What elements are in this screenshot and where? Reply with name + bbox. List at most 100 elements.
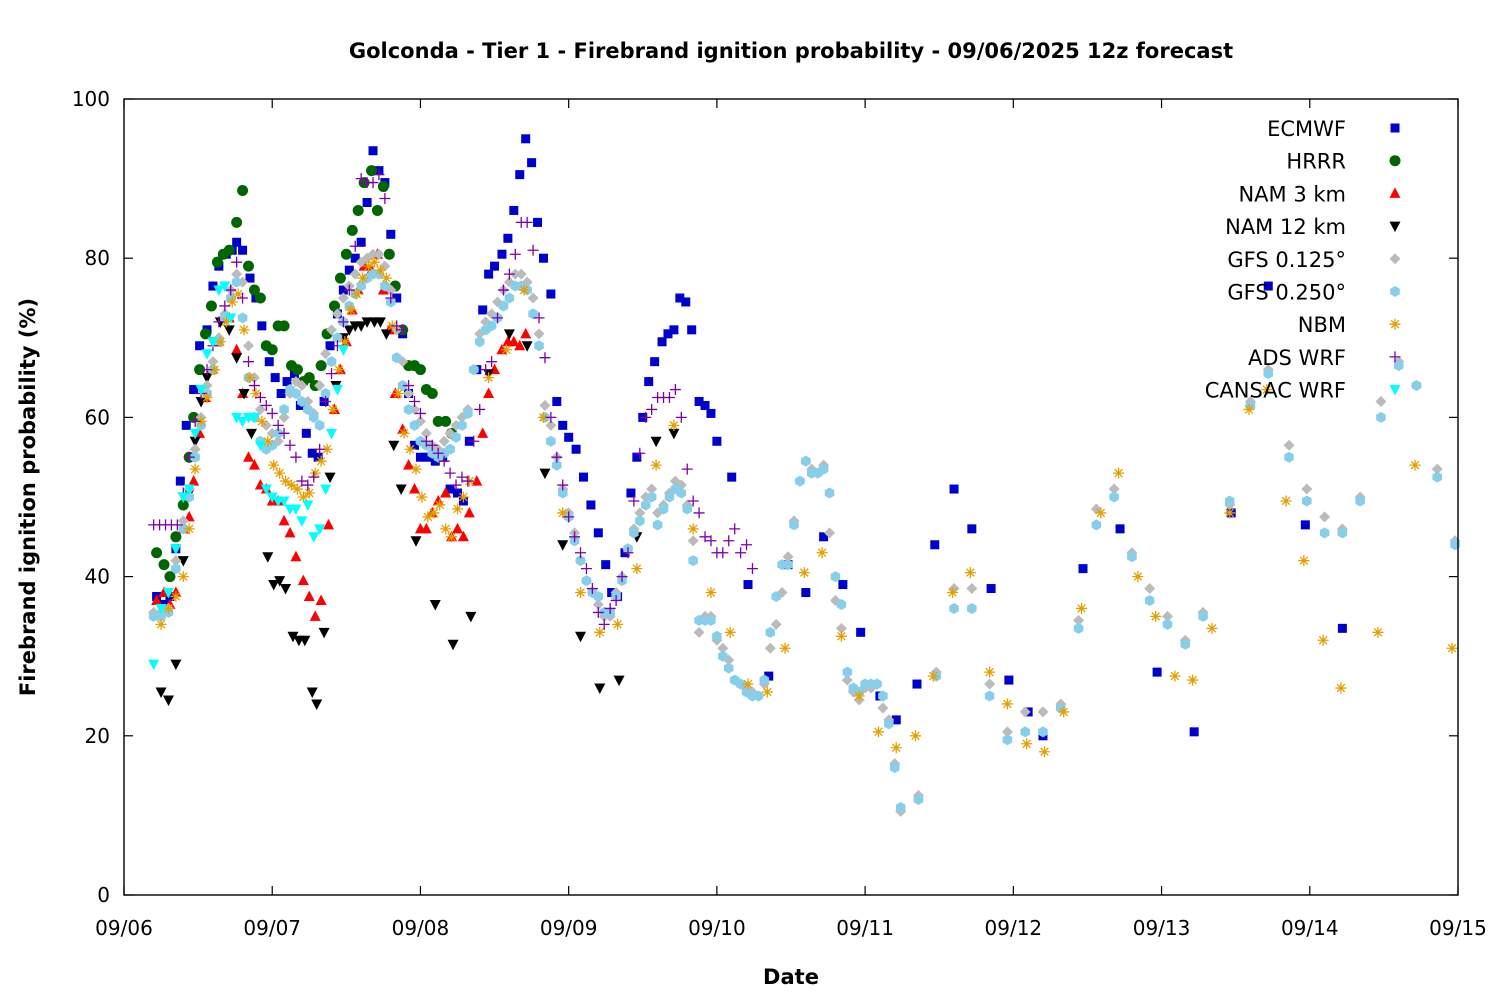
data-point-nbm [452, 503, 463, 515]
x-tick-label: 09/13 [1133, 916, 1191, 940]
data-point-gfs-0-250 [457, 419, 467, 431]
data-point-ecmwf [415, 452, 425, 462]
data-point-hrrr [254, 292, 266, 304]
data-point-ads-wrf [278, 427, 290, 439]
data-point-gfs-0-125 [254, 403, 266, 415]
data-point-gfs-0-125 [1375, 395, 1387, 407]
data-point-gfs-0-250 [409, 419, 420, 431]
data-point-ecmwf [175, 476, 185, 486]
data-point-gfs-0-250 [723, 662, 734, 674]
data-point-gfs-0-125 [1301, 483, 1313, 495]
data-point-nam-3-km [477, 427, 489, 438]
data-point-hrrr [440, 415, 452, 427]
plot-frame [123, 98, 1459, 896]
data-point-ecmwf [490, 261, 500, 271]
data-point-gfs-0-250 [391, 352, 402, 364]
data-point-gfs-0-125 [770, 618, 782, 630]
data-point-nbm [380, 272, 392, 284]
data-point-gfs-0-250 [884, 718, 894, 730]
data-point-nam-3-km [278, 514, 290, 526]
data-point-nam-12-km [447, 639, 459, 651]
data-point-ads-wrf [183, 451, 195, 463]
data-point-ecmwf [1300, 520, 1310, 530]
data-point-gfs-0-125 [1001, 726, 1013, 738]
data-point-ecmwf [626, 488, 636, 498]
data-point-hrrr [223, 244, 235, 256]
data-point-gfs-0-250 [1198, 610, 1208, 622]
data-point-ecmwf [521, 134, 531, 144]
data-point-nam-3-km [151, 594, 163, 605]
data-point-hrrr [266, 344, 278, 356]
data-point-ecmwf [632, 452, 642, 462]
data-point-gfs-0-250 [581, 575, 592, 587]
data-point-gfs-0-250 [706, 614, 716, 626]
data-point-ads-wrf [231, 256, 243, 268]
data-point-ecmwf [313, 452, 323, 462]
data-point-gfs-0-250 [789, 519, 799, 531]
data-point-ads-wrf [373, 169, 385, 181]
data-point-ecmwf [801, 588, 811, 598]
data-point-ads-wrf [675, 411, 687, 423]
data-point-ecmwf [445, 484, 455, 494]
data-point-cansac-wrf [290, 504, 302, 515]
data-point-gfs-0-125 [824, 527, 836, 539]
data-point-ads-wrf [735, 547, 747, 559]
data-point-ecmwf [1337, 623, 1347, 633]
data-point-ads-wrf [450, 479, 462, 491]
data-point-gfs-0-125 [841, 674, 853, 686]
data-point-nbm [404, 443, 416, 455]
data-point-ads-wrf [320, 395, 332, 407]
x-axis-label: Date [763, 965, 819, 989]
legend-label: NAM 3 km [1238, 182, 1346, 206]
data-point-nbm [483, 372, 495, 384]
data-point-nam-3-km [471, 475, 483, 486]
legend-label: ECMWF [1267, 117, 1346, 141]
legend-marker [1389, 318, 1401, 330]
data-point-ecmwf [1189, 727, 1199, 737]
data-point-hrrr [303, 372, 315, 384]
data-point-gfs-0-250 [463, 407, 473, 419]
data-point-ads-wrf [326, 368, 338, 380]
data-point-ads-wrf [699, 531, 711, 543]
data-point-ecmwf [264, 357, 274, 367]
data-point-nbm [357, 272, 369, 284]
data-point-ads-wrf [628, 495, 640, 507]
y-tick-label: 40 [85, 565, 110, 589]
data-point-nbm [268, 459, 280, 471]
data-point-nam-12-km [465, 611, 477, 623]
data-point-gfs-0-250 [652, 519, 663, 531]
data-point-gfs-0-250 [949, 602, 959, 614]
data-point-hrrr [278, 320, 290, 332]
data-point-gfs-0-125 [438, 435, 450, 447]
data-point-nbm [927, 670, 939, 682]
data-point-gfs-0-250 [593, 591, 604, 602]
data-point-cansac-wrf [195, 385, 207, 396]
data-point-cansac-wrf [308, 532, 320, 543]
data-point-nbm [195, 415, 207, 427]
data-point-ads-wrf [349, 240, 361, 252]
plot-marks [148, 134, 1461, 817]
data-point-gfs-0-125 [320, 348, 332, 360]
x-tick-label: 09/08 [392, 916, 450, 940]
data-point-nam-12-km [170, 659, 182, 671]
data-point-ads-wrf [237, 292, 249, 304]
data-point-ads-wrf [586, 583, 598, 595]
data-point-gfs-0-125 [687, 535, 699, 547]
data-point-nbm [650, 459, 662, 471]
data-point-gfs-0-250 [504, 292, 515, 304]
data-point-ecmwf [743, 580, 753, 590]
data-point-ecmwf [663, 329, 673, 339]
data-point-ads-wrf [521, 216, 533, 228]
data-point-ecmwf [515, 170, 525, 180]
chart-title: Golconda - Tier 1 - Firebrand ignition p… [349, 39, 1233, 63]
data-point-nam-3-km [309, 610, 321, 621]
data-point-gfs-0-125 [243, 340, 255, 352]
data-point-gfs-0-250 [818, 463, 829, 475]
data-point-nbm [1261, 384, 1273, 396]
legend-marker [1389, 351, 1401, 363]
data-point-ads-wrf [663, 392, 675, 403]
data-point-ads-wrf [580, 563, 592, 575]
data-point-nbm [1132, 571, 1144, 583]
data-point-nbm [816, 547, 828, 559]
data-point-gfs-0-125 [634, 507, 646, 519]
